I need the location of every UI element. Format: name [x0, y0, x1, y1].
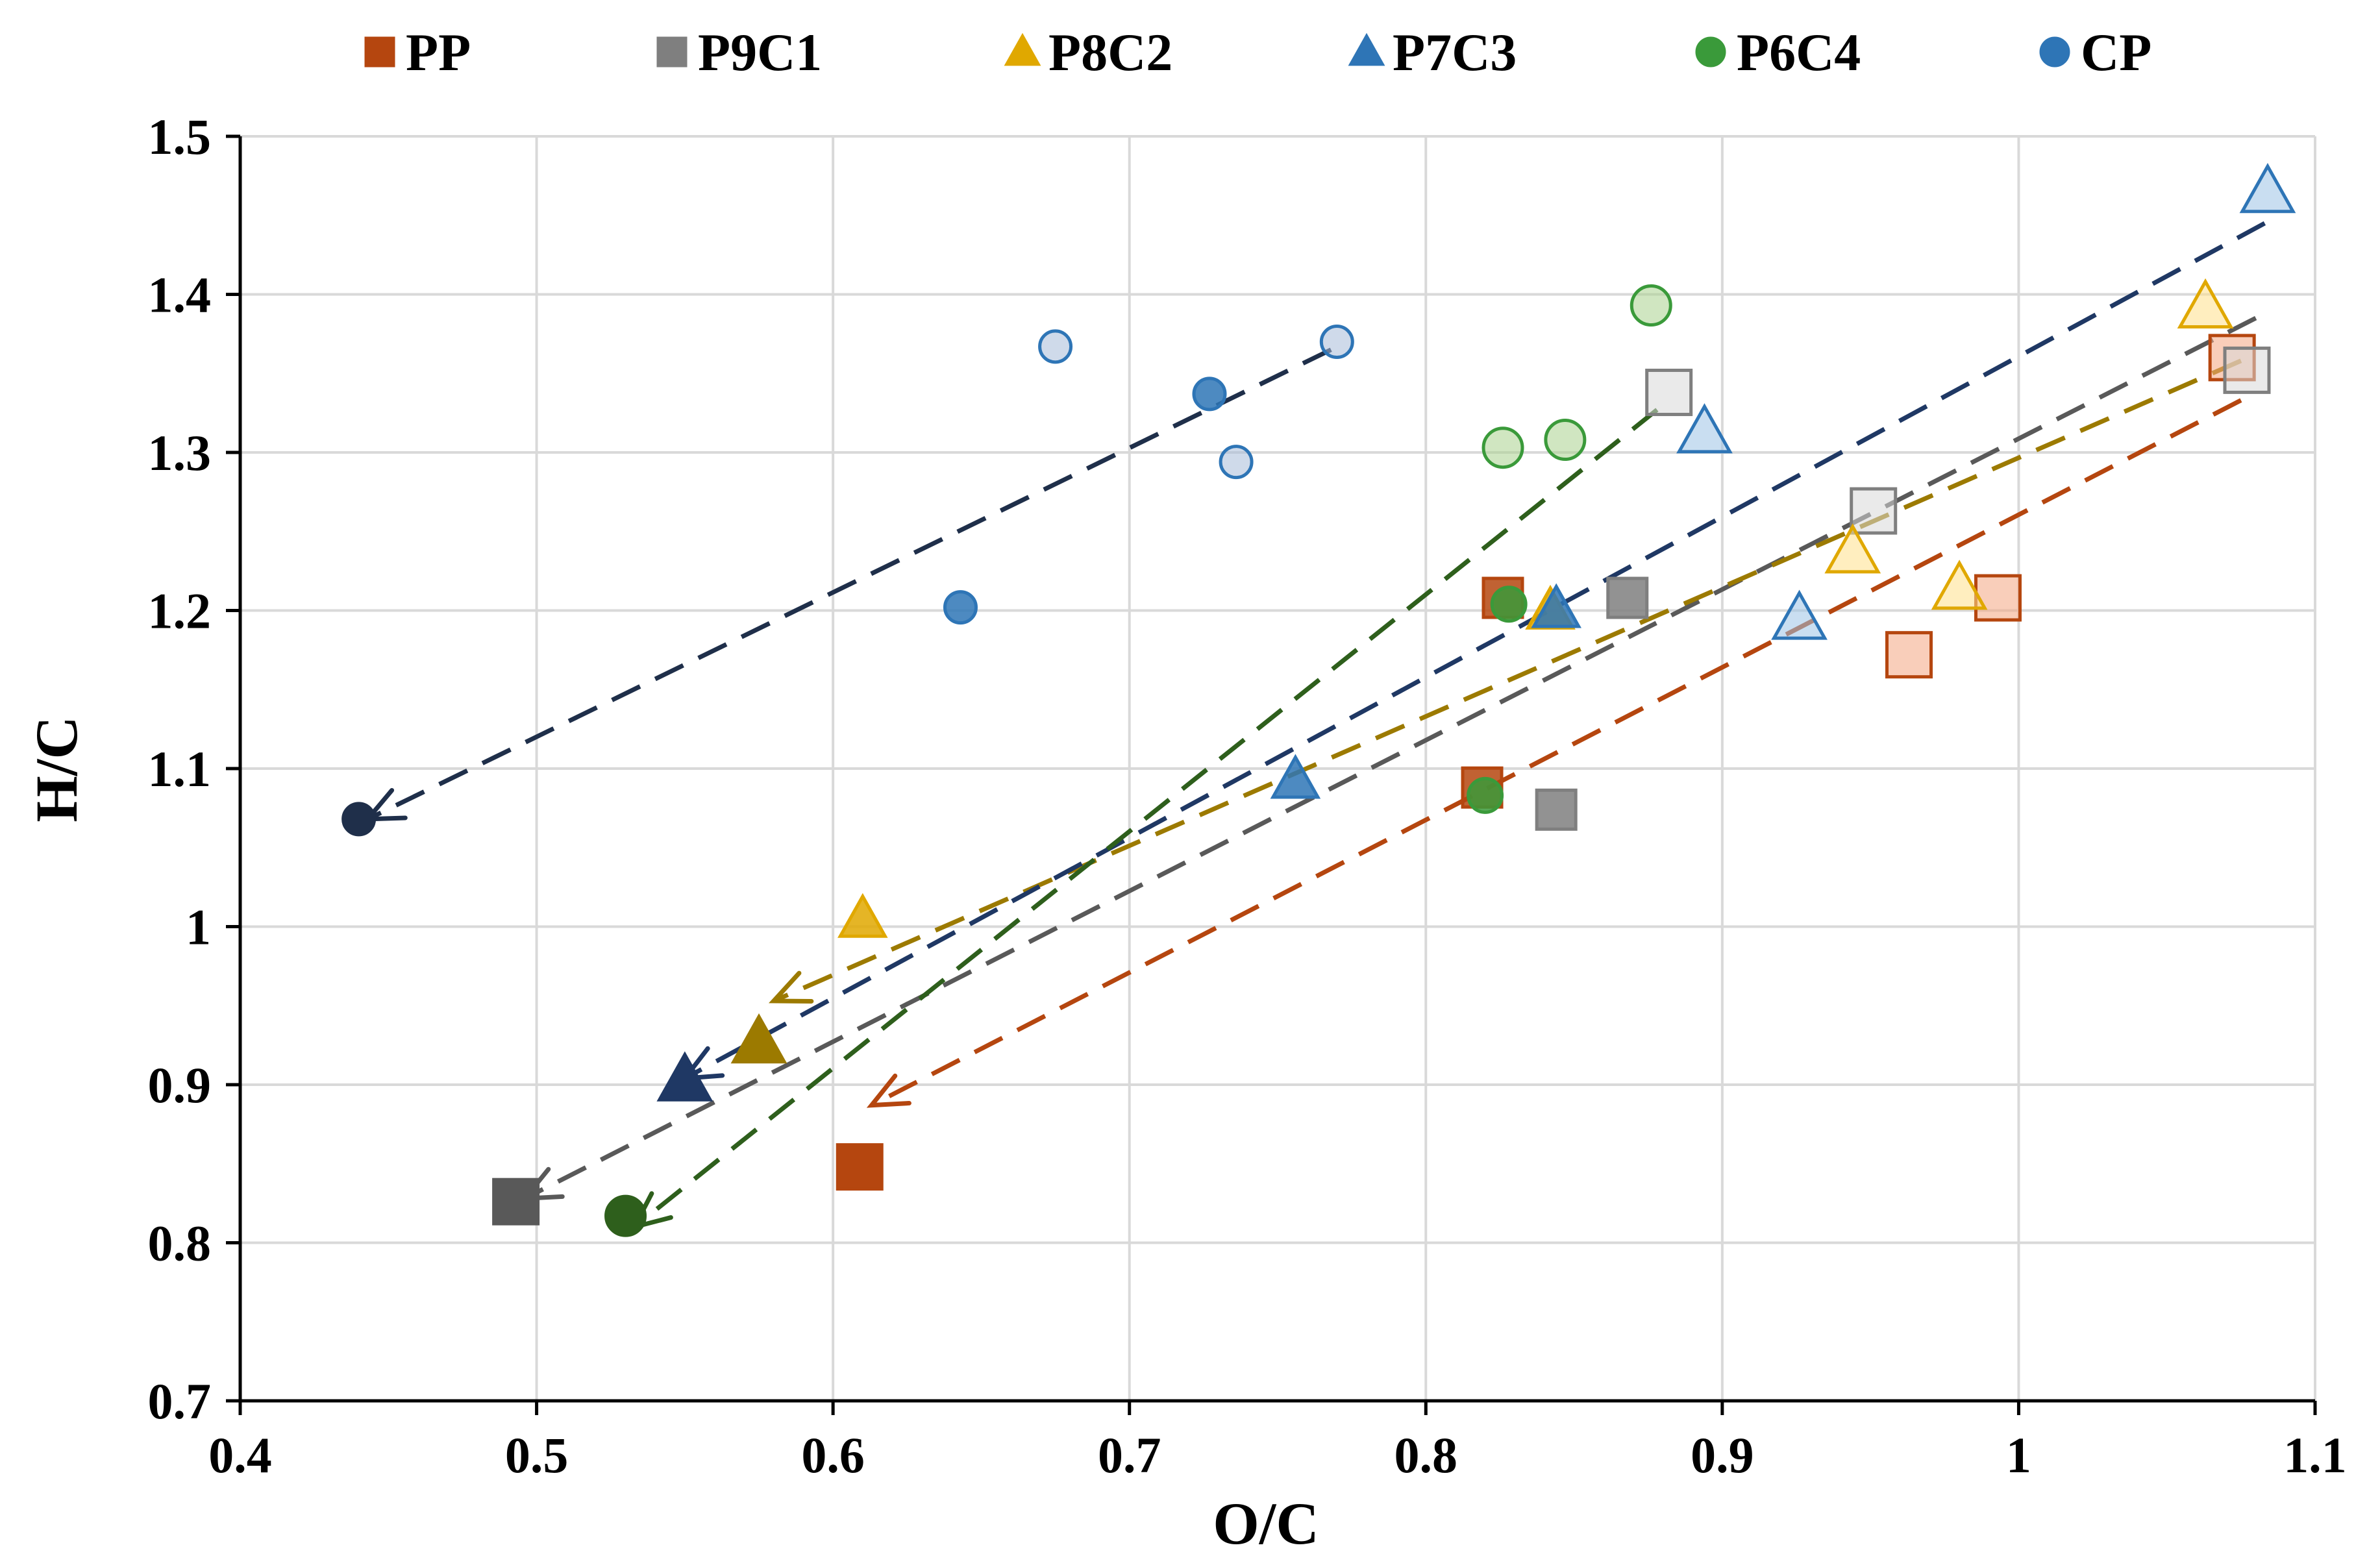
data-point-p8c2: [2177, 278, 2234, 328]
legend-marker-p6c4: [1695, 36, 1726, 68]
y-tick-label: 1.2: [148, 583, 212, 639]
data-point-p7c3: [2239, 163, 2296, 214]
legend-marker-p7c3: [1348, 32, 1385, 66]
data-point-p7c3: [1676, 403, 1733, 454]
data-point-p8c2: [837, 893, 888, 938]
y-tick-label: 1.3: [148, 425, 212, 481]
trend-arrow-line: [684, 221, 2266, 1081]
trend-arrow-line: [523, 315, 2257, 1201]
data-point-p6c4: [1467, 776, 1504, 814]
x-tick-label: 1: [2006, 1427, 2031, 1483]
legend-label-p8c2: P8C2: [1048, 23, 1172, 82]
x-tick-label: 0.4: [208, 1427, 272, 1483]
trend-arrow-line: [870, 398, 2242, 1107]
data-point-p9c1: [1535, 788, 1578, 831]
y-tick-label: 1: [186, 899, 211, 956]
x-tick-label: 0.8: [1395, 1427, 1458, 1483]
legend-marker-cp: [2039, 36, 2070, 68]
data-point-p8c2: [1931, 560, 1988, 610]
y-tick-label: 0.8: [148, 1215, 212, 1272]
data-point-pp: [1974, 574, 2022, 622]
data-point-p9c1: [492, 1178, 540, 1226]
trend-arrow-line: [633, 408, 1659, 1229]
y-tick-label: 1.1: [148, 741, 212, 797]
data-points: [341, 163, 2296, 1237]
data-point-p7c3: [656, 1051, 713, 1102]
data-point-cp: [943, 590, 978, 625]
data-point-p9c1: [1850, 487, 1898, 535]
data-point-p6c4: [1630, 284, 1672, 327]
tick-labels: 0.4 0.5 0.6 0.7 0.8 0.9 1 1.1 0.7 0.8 0.9 1 1.1 1.2 1.…: [148, 108, 2347, 1483]
data-point-cp: [1192, 376, 1227, 412]
data-point-cp: [1038, 329, 1073, 364]
legend-label-pp: PP: [406, 23, 471, 82]
data-point-p7c3: [1531, 583, 1581, 628]
data-point-p8c2: [1824, 523, 1881, 574]
data-point-pp: [836, 1143, 884, 1191]
data-point-p9c1: [1606, 576, 1649, 619]
y-tick-label: 1.4: [148, 267, 212, 323]
legend-marker-pp: [364, 36, 395, 68]
data-point-pp: [1885, 631, 1933, 679]
x-tick-label: 1.1: [2283, 1427, 2347, 1483]
axes: [226, 134, 2317, 1415]
data-point-p7c3: [1270, 754, 1321, 799]
trend-arrow-head: [866, 1073, 911, 1108]
data-point-p6c4: [1481, 426, 1524, 469]
trend-arrow-line: [773, 358, 2242, 1004]
legend-label-p9c1: P9C1: [698, 23, 822, 82]
data-point-cp: [1219, 445, 1254, 480]
trend-arrow-line: [366, 347, 1332, 822]
legend: PP P9C1 P8C2 P7C3 P6C4 CP: [364, 23, 2151, 82]
data-point-p6c4: [1544, 419, 1587, 462]
data-point-cp: [341, 802, 377, 837]
trend-arrow-head: [768, 970, 814, 1004]
legend-marker-p9c1: [656, 36, 688, 68]
y-axis-title: H/C: [23, 716, 90, 822]
y-tick-label: 0.9: [148, 1057, 212, 1113]
legend-label-cp: CP: [2081, 23, 2151, 82]
legend-label-p6c4: P6C4: [1737, 23, 1861, 82]
x-tick-label: 0.5: [505, 1427, 569, 1483]
x-axis-title: O/C: [1213, 1490, 1319, 1557]
y-tick-label: 0.7: [148, 1373, 212, 1429]
legend-label-p7c3: P7C3: [1393, 23, 1517, 82]
grid-lines: [240, 135, 2316, 1401]
data-point-p7c3: [1771, 589, 1828, 640]
x-tick-label: 0.6: [801, 1427, 865, 1483]
x-tick-label: 0.7: [1098, 1427, 1161, 1483]
data-point-p9c1: [2223, 346, 2271, 394]
y-tick-label: 1.5: [148, 108, 212, 165]
x-tick-label: 0.9: [1691, 1427, 1754, 1483]
data-point-p6c4: [604, 1194, 647, 1237]
data-point-p9c1: [1645, 368, 1693, 416]
legend-marker-p8c2: [1004, 32, 1041, 66]
data-point-p6c4: [1490, 586, 1528, 623]
data-point-p8c2: [730, 1013, 787, 1064]
data-point-cp: [1319, 325, 1354, 360]
trend-arrows: [362, 221, 2266, 1231]
